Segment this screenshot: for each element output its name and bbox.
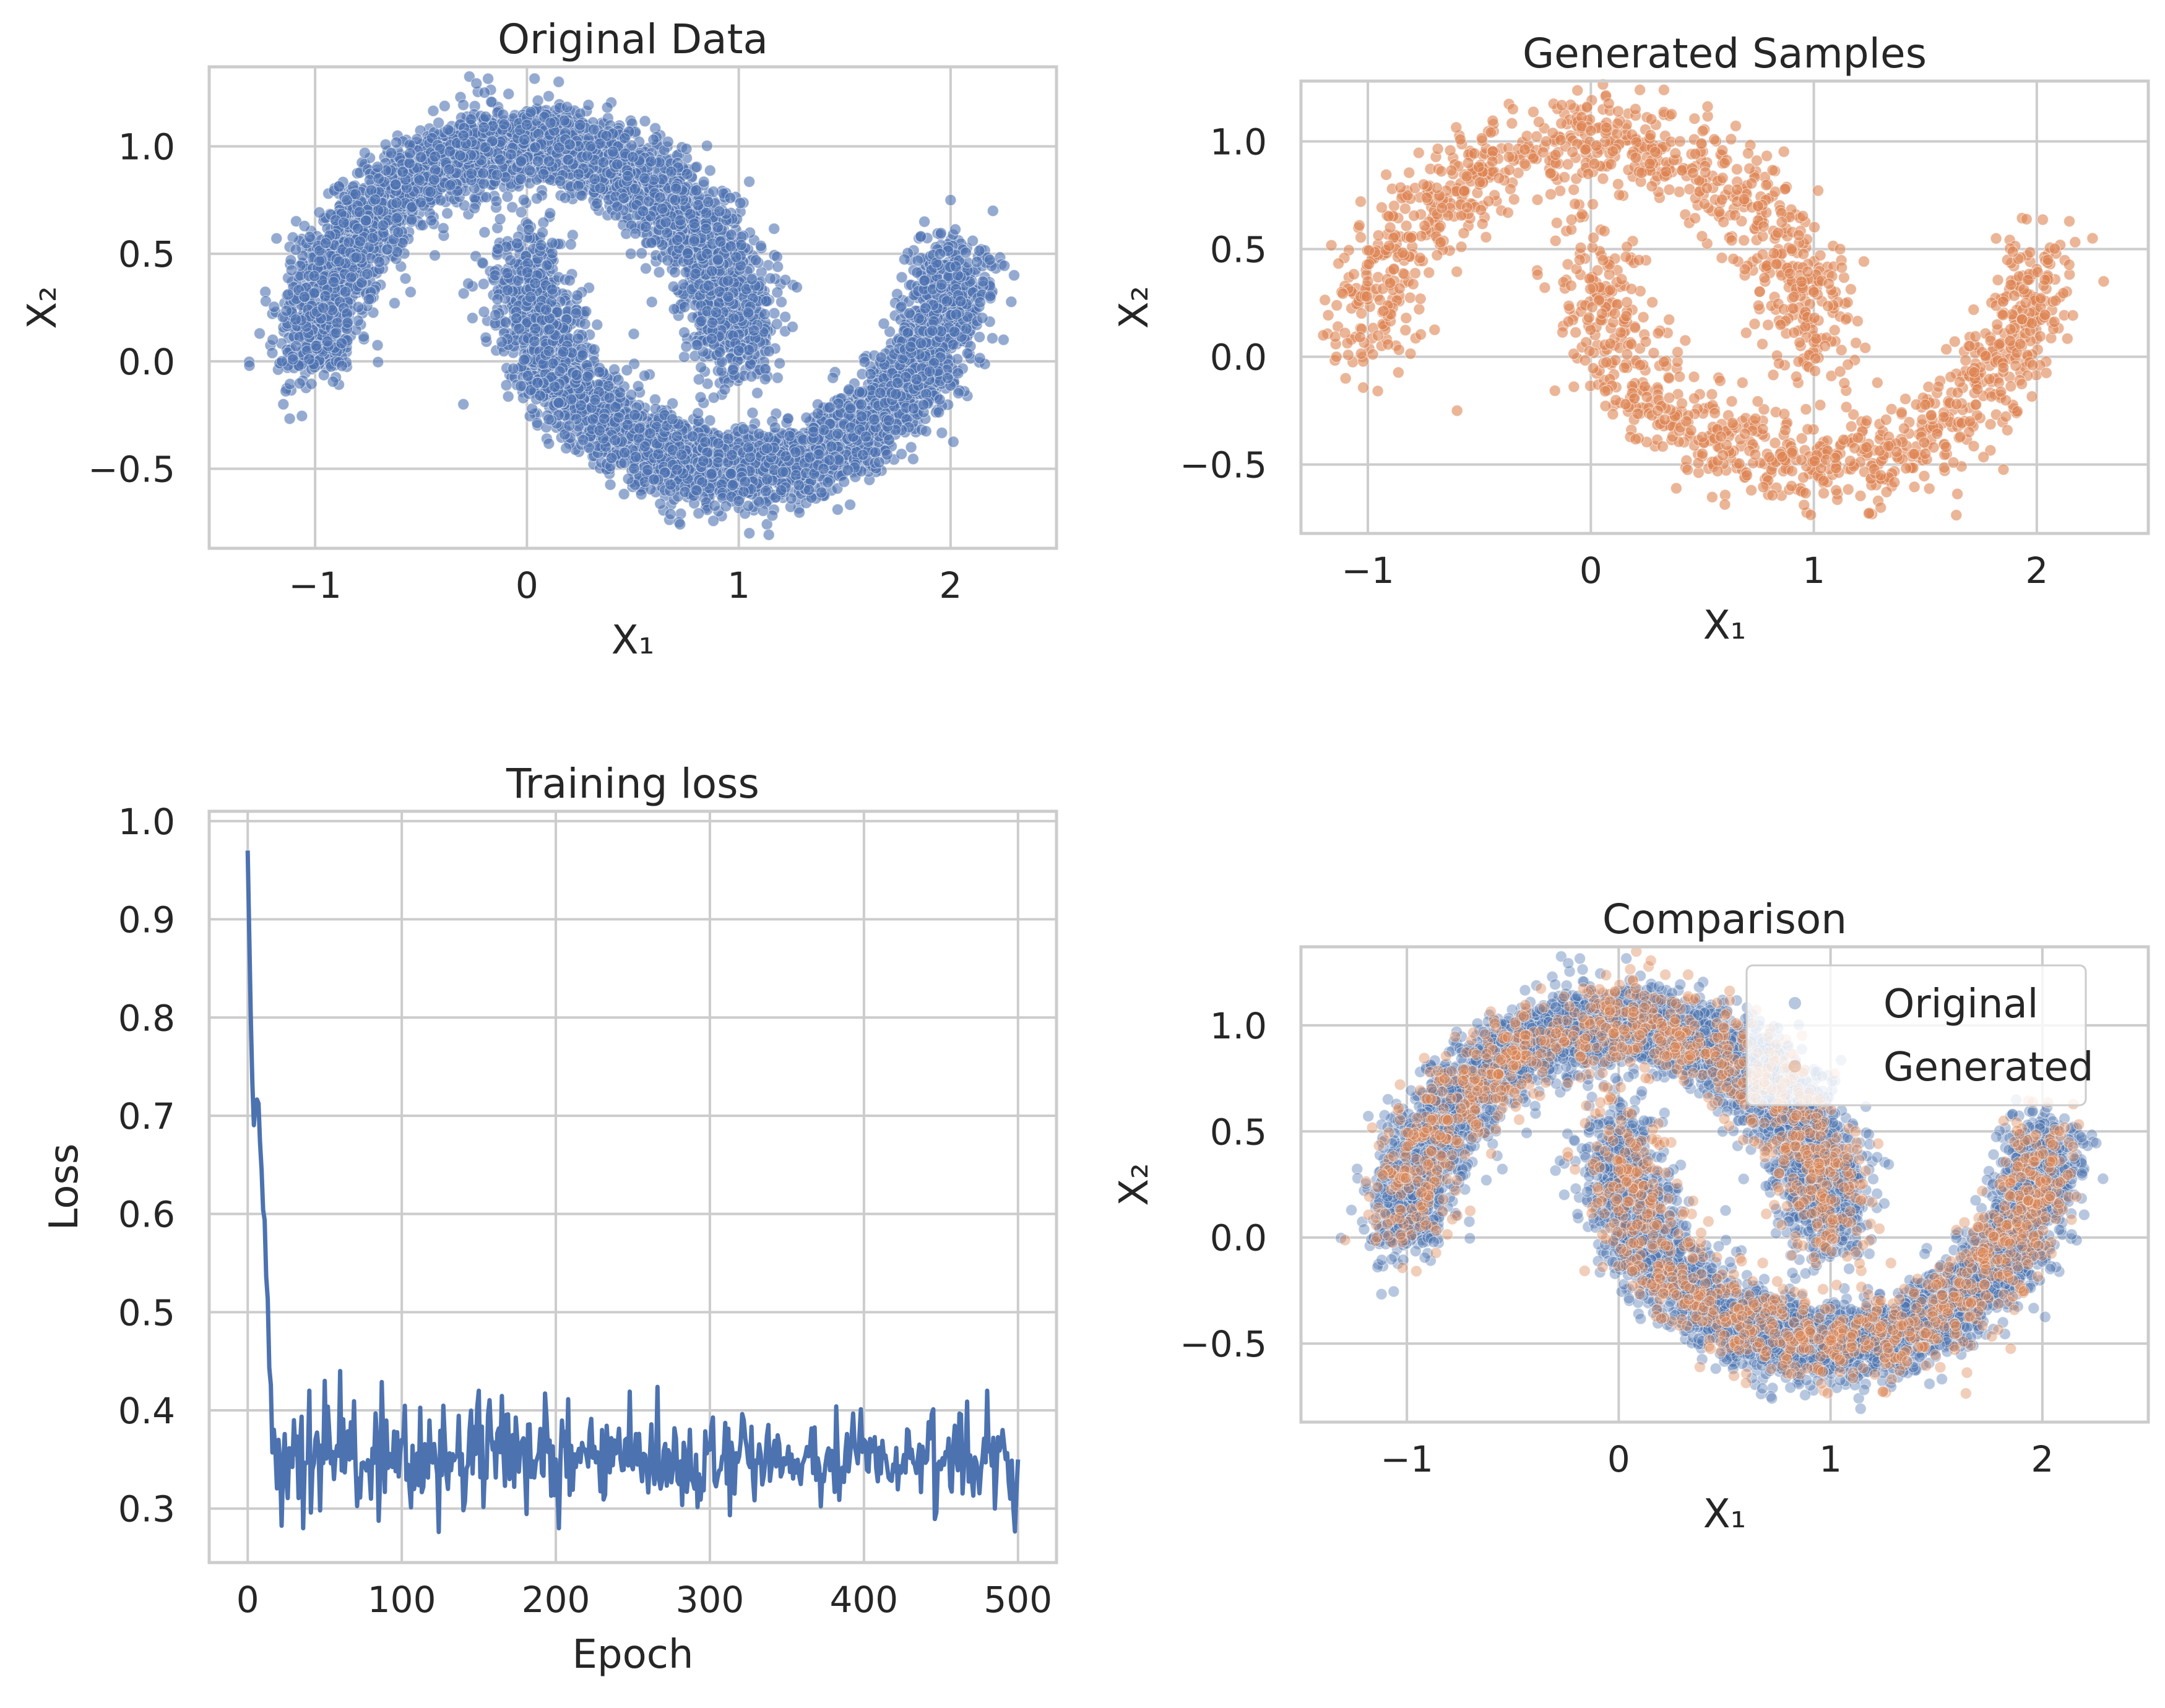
scatter-point [674,518,686,530]
scatter-point [604,478,616,491]
scatter-point [482,72,495,85]
scatter-point [296,410,308,422]
scatter-point [457,287,470,300]
scatter-point [404,286,417,298]
scatter-point [952,367,964,379]
scatter-point [542,90,555,103]
scatter-point [896,271,908,283]
scatter-point [636,247,648,259]
scatter-point [734,197,746,209]
scatter-point [477,278,490,290]
scatter-point [535,239,547,251]
scatter-point [771,251,784,263]
scatter-point [515,206,527,218]
scatter-point [477,257,489,269]
scatter-point [793,506,806,519]
scatter-point [1005,296,1018,308]
scatter-point [678,326,691,339]
scatter-point [466,312,479,324]
scatter-point [470,77,483,90]
scatter-point [485,96,498,108]
scatter-point [771,371,784,384]
scatter-point [920,425,932,438]
scatter-point [266,347,279,360]
scatter-point [352,301,365,313]
panel-original-data: −1 0 1 2−0.50.00.51.0 Original Data X₁ X₂ [20,15,1058,663]
scatter-point [653,266,665,278]
scatter-point [358,147,371,159]
scatter-point [371,339,384,352]
scatter-point [905,441,917,454]
scatter-point [591,319,603,331]
scatter-point [701,140,713,152]
scatter-point [639,262,652,275]
scatter-point [428,249,441,262]
scatter-point [441,207,454,220]
scatter-point [352,314,365,327]
scatter-points [243,71,1021,541]
scatter-point [771,286,784,299]
scatter-point [947,436,959,448]
scatter-point [790,281,803,293]
scatter-point [704,165,716,177]
scatter-point [502,390,514,403]
scatter-point [588,343,600,356]
scatter-point [427,105,439,117]
scatter-point [763,528,775,541]
scatter-point [751,387,764,399]
scatter-point [517,194,530,206]
scatter-point [608,363,621,376]
scatter-point [579,317,591,330]
scatter-point [768,223,780,235]
scatter-point [774,357,786,369]
scatter-point [580,305,592,317]
scatter-point [831,503,844,516]
scatter-point [936,426,948,439]
scatter-point [878,317,890,330]
scatter-point [438,100,451,112]
scatter-point [628,327,640,340]
scatter-point [503,88,515,100]
scatter-point [664,508,677,520]
scatter-point [501,191,514,203]
scatter-point [298,220,311,232]
scatter-point [743,176,756,188]
scatter-point [388,297,401,309]
scatter-point [632,380,644,392]
scatter-point [270,232,283,244]
scatter-point [537,217,550,229]
scatter-point [591,197,603,210]
scatter-point [646,296,658,308]
scatter-point [544,207,556,220]
scatter-point [543,438,555,450]
scatter-point [986,332,999,345]
scatter-point [735,239,748,251]
scatter-point [618,488,630,501]
scatter-point [582,99,595,111]
scatter-point [694,391,707,403]
scatter-point [858,356,871,368]
scatter-point [283,412,296,425]
scatter-point [490,195,503,207]
scatter-point [707,391,720,404]
scatter-point [500,379,512,392]
scatter-point [624,248,637,260]
